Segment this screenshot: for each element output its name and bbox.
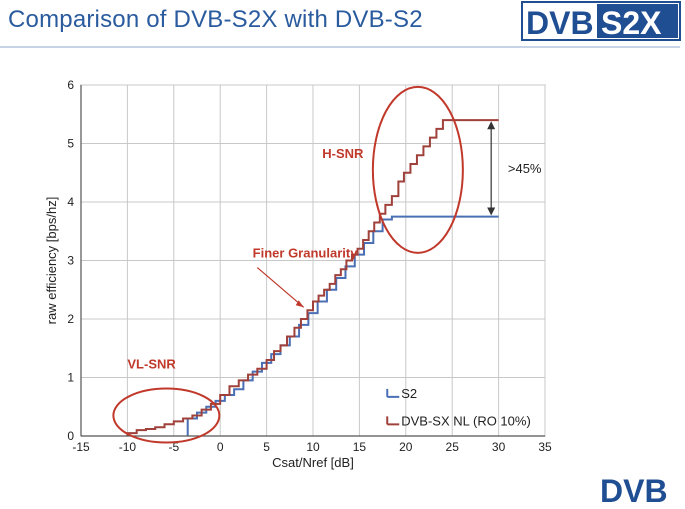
x-tick-label: -10 (119, 440, 137, 454)
slide-title: Comparison of DVB-S2X with DVB-S2 (8, 6, 423, 33)
y-tick-label: 3 (67, 254, 74, 268)
x-tick-label: 5 (263, 440, 270, 454)
h-snr-ellipse (371, 85, 464, 254)
chart-legend: S2 DVB-SX NL (RO 10%) (386, 386, 531, 428)
y-tick-label: 4 (67, 195, 74, 209)
x-tick-label: 30 (492, 440, 506, 454)
logo-left-text: DVB (526, 5, 594, 41)
y-tick-label: 6 (67, 78, 74, 92)
y-tick-label: 5 (67, 137, 74, 151)
x-tick-label: 0 (217, 440, 224, 454)
chart-grid (80, 84, 546, 437)
annotation-label: VL-SNR (127, 357, 176, 372)
legend-label-s2x: DVB-SX NL (RO 10%) (401, 413, 531, 428)
granularity-arrow (256, 267, 305, 308)
x-tick-label: 25 (446, 440, 460, 454)
series-line-s2x (126, 119, 499, 436)
chart-annotations: VL-SNR Finer Granularity H-SNR >45% (112, 85, 542, 444)
dvb-s2x-logo: DVB S2X (521, 1, 681, 41)
x-axis-label: Csat/Nref [dB] (272, 455, 354, 470)
x-tick-label: 15 (353, 440, 367, 454)
annotation-label: Finer Granularity (253, 246, 359, 261)
legend-label-s2: S2 (401, 386, 417, 401)
x-tick-label: -5 (168, 440, 179, 454)
x-tick-label: 20 (399, 440, 413, 454)
dvb-logo: DVB (600, 473, 668, 509)
granularity-arrowhead (295, 300, 304, 308)
gain-arrowhead-up (487, 121, 496, 130)
annotation-label: >45% (508, 161, 542, 176)
y-tick-label: 1 (67, 371, 74, 385)
x-tick-label: 10 (306, 440, 320, 454)
y-axis-label: raw efficiency [bps/hz] (44, 197, 59, 325)
gain-arrowhead-down (487, 207, 496, 216)
x-tick-label: -15 (72, 440, 90, 454)
chart-series (126, 119, 499, 436)
y-tick-label: 0 (67, 429, 74, 443)
vl-snr-ellipse (112, 387, 221, 444)
x-tick-label: 35 (538, 440, 552, 454)
title-divider (0, 46, 680, 48)
logo-right-text: S2X (601, 5, 662, 41)
chart-axes: -15 -10 -5 0 5 10 15 20 25 30 35 0 1 2 3 4 5 6 Csat/Nref [… (44, 78, 552, 470)
y-tick-label: 2 (67, 312, 74, 326)
annotation-label: H-SNR (322, 146, 364, 161)
